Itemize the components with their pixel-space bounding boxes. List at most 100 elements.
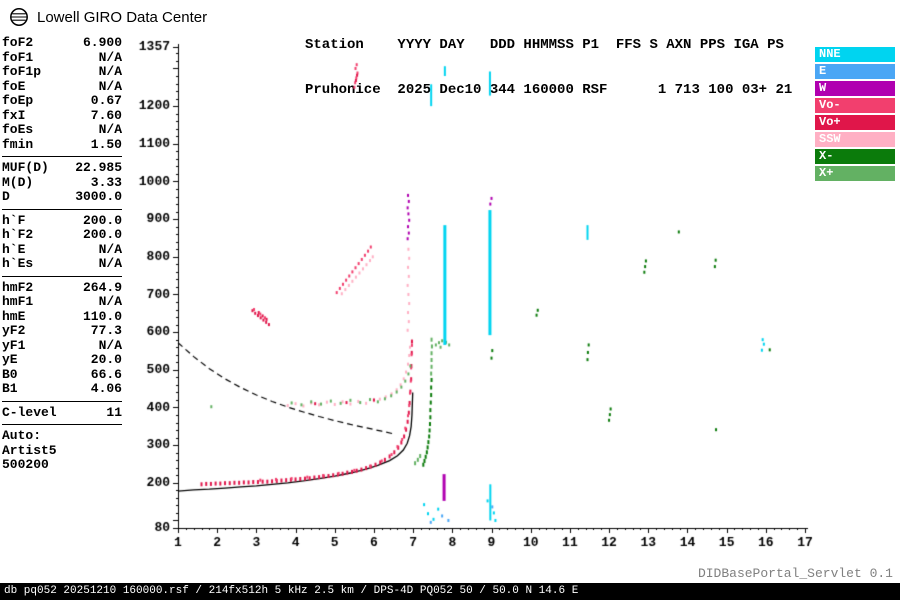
param-row: yE 20.0 <box>2 352 122 368</box>
ionogram-plot <box>130 30 830 550</box>
param-value: N/A <box>98 78 122 94</box>
param-row: foEp 0.67 <box>2 93 122 109</box>
giro-logo-icon <box>10 8 28 26</box>
param-row: foEs N/A <box>2 122 122 138</box>
param-label: foEp <box>2 93 34 108</box>
param-value: 0.67 <box>90 93 122 108</box>
param-row: yF2 77.3 <box>2 323 122 339</box>
param-label: D <box>2 189 10 204</box>
param-value: 20.0 <box>90 352 122 367</box>
param-label: h`Es <box>2 256 34 271</box>
param-row: Artist5 <box>2 442 122 459</box>
param-value: N/A <box>98 122 122 137</box>
param-value: 110.0 <box>82 308 122 324</box>
legend-item-vom: Vo- <box>815 98 895 113</box>
param-value: 3.33 <box>90 174 122 190</box>
param-label: fmin <box>2 136 34 152</box>
param-row: h`Es N/A <box>2 256 122 272</box>
param-value: 11 <box>106 404 122 420</box>
param-row: hmE 110.0 <box>2 308 122 325</box>
param-row: fmin 1.50 <box>2 136 122 153</box>
legend-item-xp: X+ <box>815 166 895 181</box>
param-label: foF2 <box>2 35 34 50</box>
legend-item-nne: NNE <box>815 47 895 62</box>
param-label: MUF(D) <box>2 160 49 175</box>
footer-bar: db pq052 20251210 160000.rsf / 214fx512h… <box>0 583 900 600</box>
legend: NNE E W Vo- Vo+ SSW X- X+ <box>815 47 895 183</box>
panel-divider <box>2 275 122 277</box>
param-label: M(D) <box>2 174 34 190</box>
param-label: yF2 <box>2 323 26 338</box>
param-label: Artist5 <box>2 442 57 458</box>
param-row: B0 66.6 <box>2 366 122 383</box>
param-label: B0 <box>2 366 18 382</box>
param-value: 4.06 <box>90 381 122 396</box>
brand: Lowell GIRO Data Center <box>8 6 207 28</box>
measurement-info: db pq052 20251210 160000.rsf / 214fx512h… <box>4 585 579 597</box>
param-row: C-level 11 <box>2 404 122 421</box>
legend-item-ssw: SSW <box>815 132 895 147</box>
param-row: hmF1 N/A <box>2 294 122 310</box>
param-label: h`F <box>2 212 26 228</box>
param-label: B1 <box>2 381 18 396</box>
param-row: h`F 200.0 <box>2 212 122 229</box>
param-label: foF1 <box>2 49 34 65</box>
param-label: yE <box>2 352 18 367</box>
panel-divider <box>2 424 122 425</box>
param-label: h`E <box>2 241 26 257</box>
param-row: h`E N/A <box>2 241 122 258</box>
param-label: foF1p <box>2 64 42 79</box>
param-row: Auto: <box>2 428 122 444</box>
param-value: N/A <box>98 49 122 65</box>
param-row: foE N/A <box>2 78 122 95</box>
param-label: foEs <box>2 122 34 137</box>
param-label: fxI <box>2 107 26 123</box>
param-label: 500200 <box>2 457 49 472</box>
param-row: yF1 N/A <box>2 337 122 354</box>
servlet-version-label: DIDBasePortal_Servlet 0.1 <box>697 566 893 581</box>
param-label: C-level <box>2 404 57 420</box>
param-row: fxI 7.60 <box>2 107 122 124</box>
param-label: hmF1 <box>2 294 34 309</box>
param-label: yF1 <box>2 337 26 353</box>
param-value: 7.60 <box>90 107 122 123</box>
param-label: h`F2 <box>2 227 34 242</box>
panel-divider <box>2 156 122 157</box>
param-label: Auto: <box>2 428 42 443</box>
brand-title: Lowell GIRO Data Center <box>37 8 208 26</box>
param-row: M(D) 3.33 <box>2 174 122 191</box>
param-value: 3000.0 <box>75 189 122 204</box>
param-row: h`F2 200.0 <box>2 227 122 243</box>
param-value: 200.0 <box>82 227 122 242</box>
param-label: foE <box>2 78 26 94</box>
param-value: 200.0 <box>82 212 122 228</box>
param-row: 500200 <box>2 457 122 473</box>
legend-item-xm: X- <box>815 149 895 164</box>
param-row: B1 4.06 <box>2 381 122 397</box>
param-label: hmF2 <box>2 279 34 295</box>
parameter-panel: foF2 6.900 foF1 N/A foF1p N/A foE N/A foEp 0.67 fx… <box>2 35 122 473</box>
panel-divider <box>2 208 122 210</box>
param-row: foF1 N/A <box>2 49 122 66</box>
param-value: 22.985 <box>75 160 122 175</box>
param-row: foF2 6.900 <box>2 35 122 51</box>
legend-item-w: W <box>815 81 895 96</box>
panel-divider <box>2 400 122 402</box>
param-value: N/A <box>98 256 122 271</box>
param-value: N/A <box>98 64 122 79</box>
param-value: 6.900 <box>82 35 122 50</box>
param-value: 1.50 <box>90 136 122 152</box>
param-value: 77.3 <box>90 323 122 338</box>
param-row: D 3000.0 <box>2 189 122 205</box>
param-row: foF1p N/A <box>2 64 122 80</box>
param-value: 264.9 <box>82 279 122 295</box>
param-value: 66.6 <box>90 366 122 382</box>
param-value: N/A <box>98 294 122 309</box>
param-value: N/A <box>98 337 122 353</box>
param-row: hmF2 264.9 <box>2 279 122 296</box>
param-value: N/A <box>98 241 122 257</box>
legend-item-e: E <box>815 64 895 79</box>
param-row: MUF(D) 22.985 <box>2 160 122 176</box>
param-label: hmE <box>2 308 26 324</box>
